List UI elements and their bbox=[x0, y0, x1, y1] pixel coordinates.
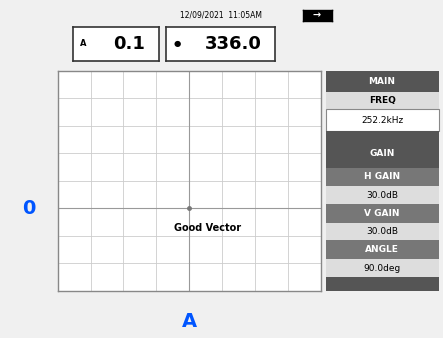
Bar bbox=[326, 145, 439, 163]
Bar bbox=[326, 259, 439, 277]
Bar bbox=[326, 92, 439, 110]
Text: 90.0deg: 90.0deg bbox=[363, 264, 401, 273]
Bar bbox=[326, 168, 439, 186]
Text: →: → bbox=[312, 10, 320, 20]
Text: V GAIN: V GAIN bbox=[364, 209, 400, 218]
Text: Good Vector: Good Vector bbox=[174, 223, 241, 233]
Text: FREQ: FREQ bbox=[369, 96, 396, 105]
Text: 30.0dB: 30.0dB bbox=[366, 227, 398, 236]
Text: 0.1: 0.1 bbox=[113, 35, 145, 53]
Bar bbox=[326, 110, 439, 131]
Text: MAIN: MAIN bbox=[369, 77, 396, 86]
Text: A: A bbox=[80, 40, 87, 48]
Bar bbox=[326, 222, 439, 240]
Bar bbox=[326, 71, 439, 92]
Bar bbox=[326, 110, 439, 131]
Text: H GAIN: H GAIN bbox=[364, 172, 400, 182]
Text: 252.2kHz: 252.2kHz bbox=[361, 116, 403, 125]
Text: ANGLE: ANGLE bbox=[365, 245, 399, 254]
Bar bbox=[326, 163, 439, 168]
Text: A: A bbox=[182, 312, 197, 331]
Text: ●: ● bbox=[173, 40, 181, 48]
Bar bbox=[326, 186, 439, 204]
Text: 12/09/2021  11:05AM: 12/09/2021 11:05AM bbox=[180, 11, 263, 20]
Text: 0: 0 bbox=[22, 199, 35, 218]
Text: 30.0dB: 30.0dB bbox=[366, 191, 398, 200]
Bar bbox=[326, 131, 439, 145]
Bar bbox=[326, 204, 439, 222]
Text: 336.0: 336.0 bbox=[205, 35, 262, 53]
Bar bbox=[326, 240, 439, 259]
Text: GAIN: GAIN bbox=[369, 149, 395, 159]
